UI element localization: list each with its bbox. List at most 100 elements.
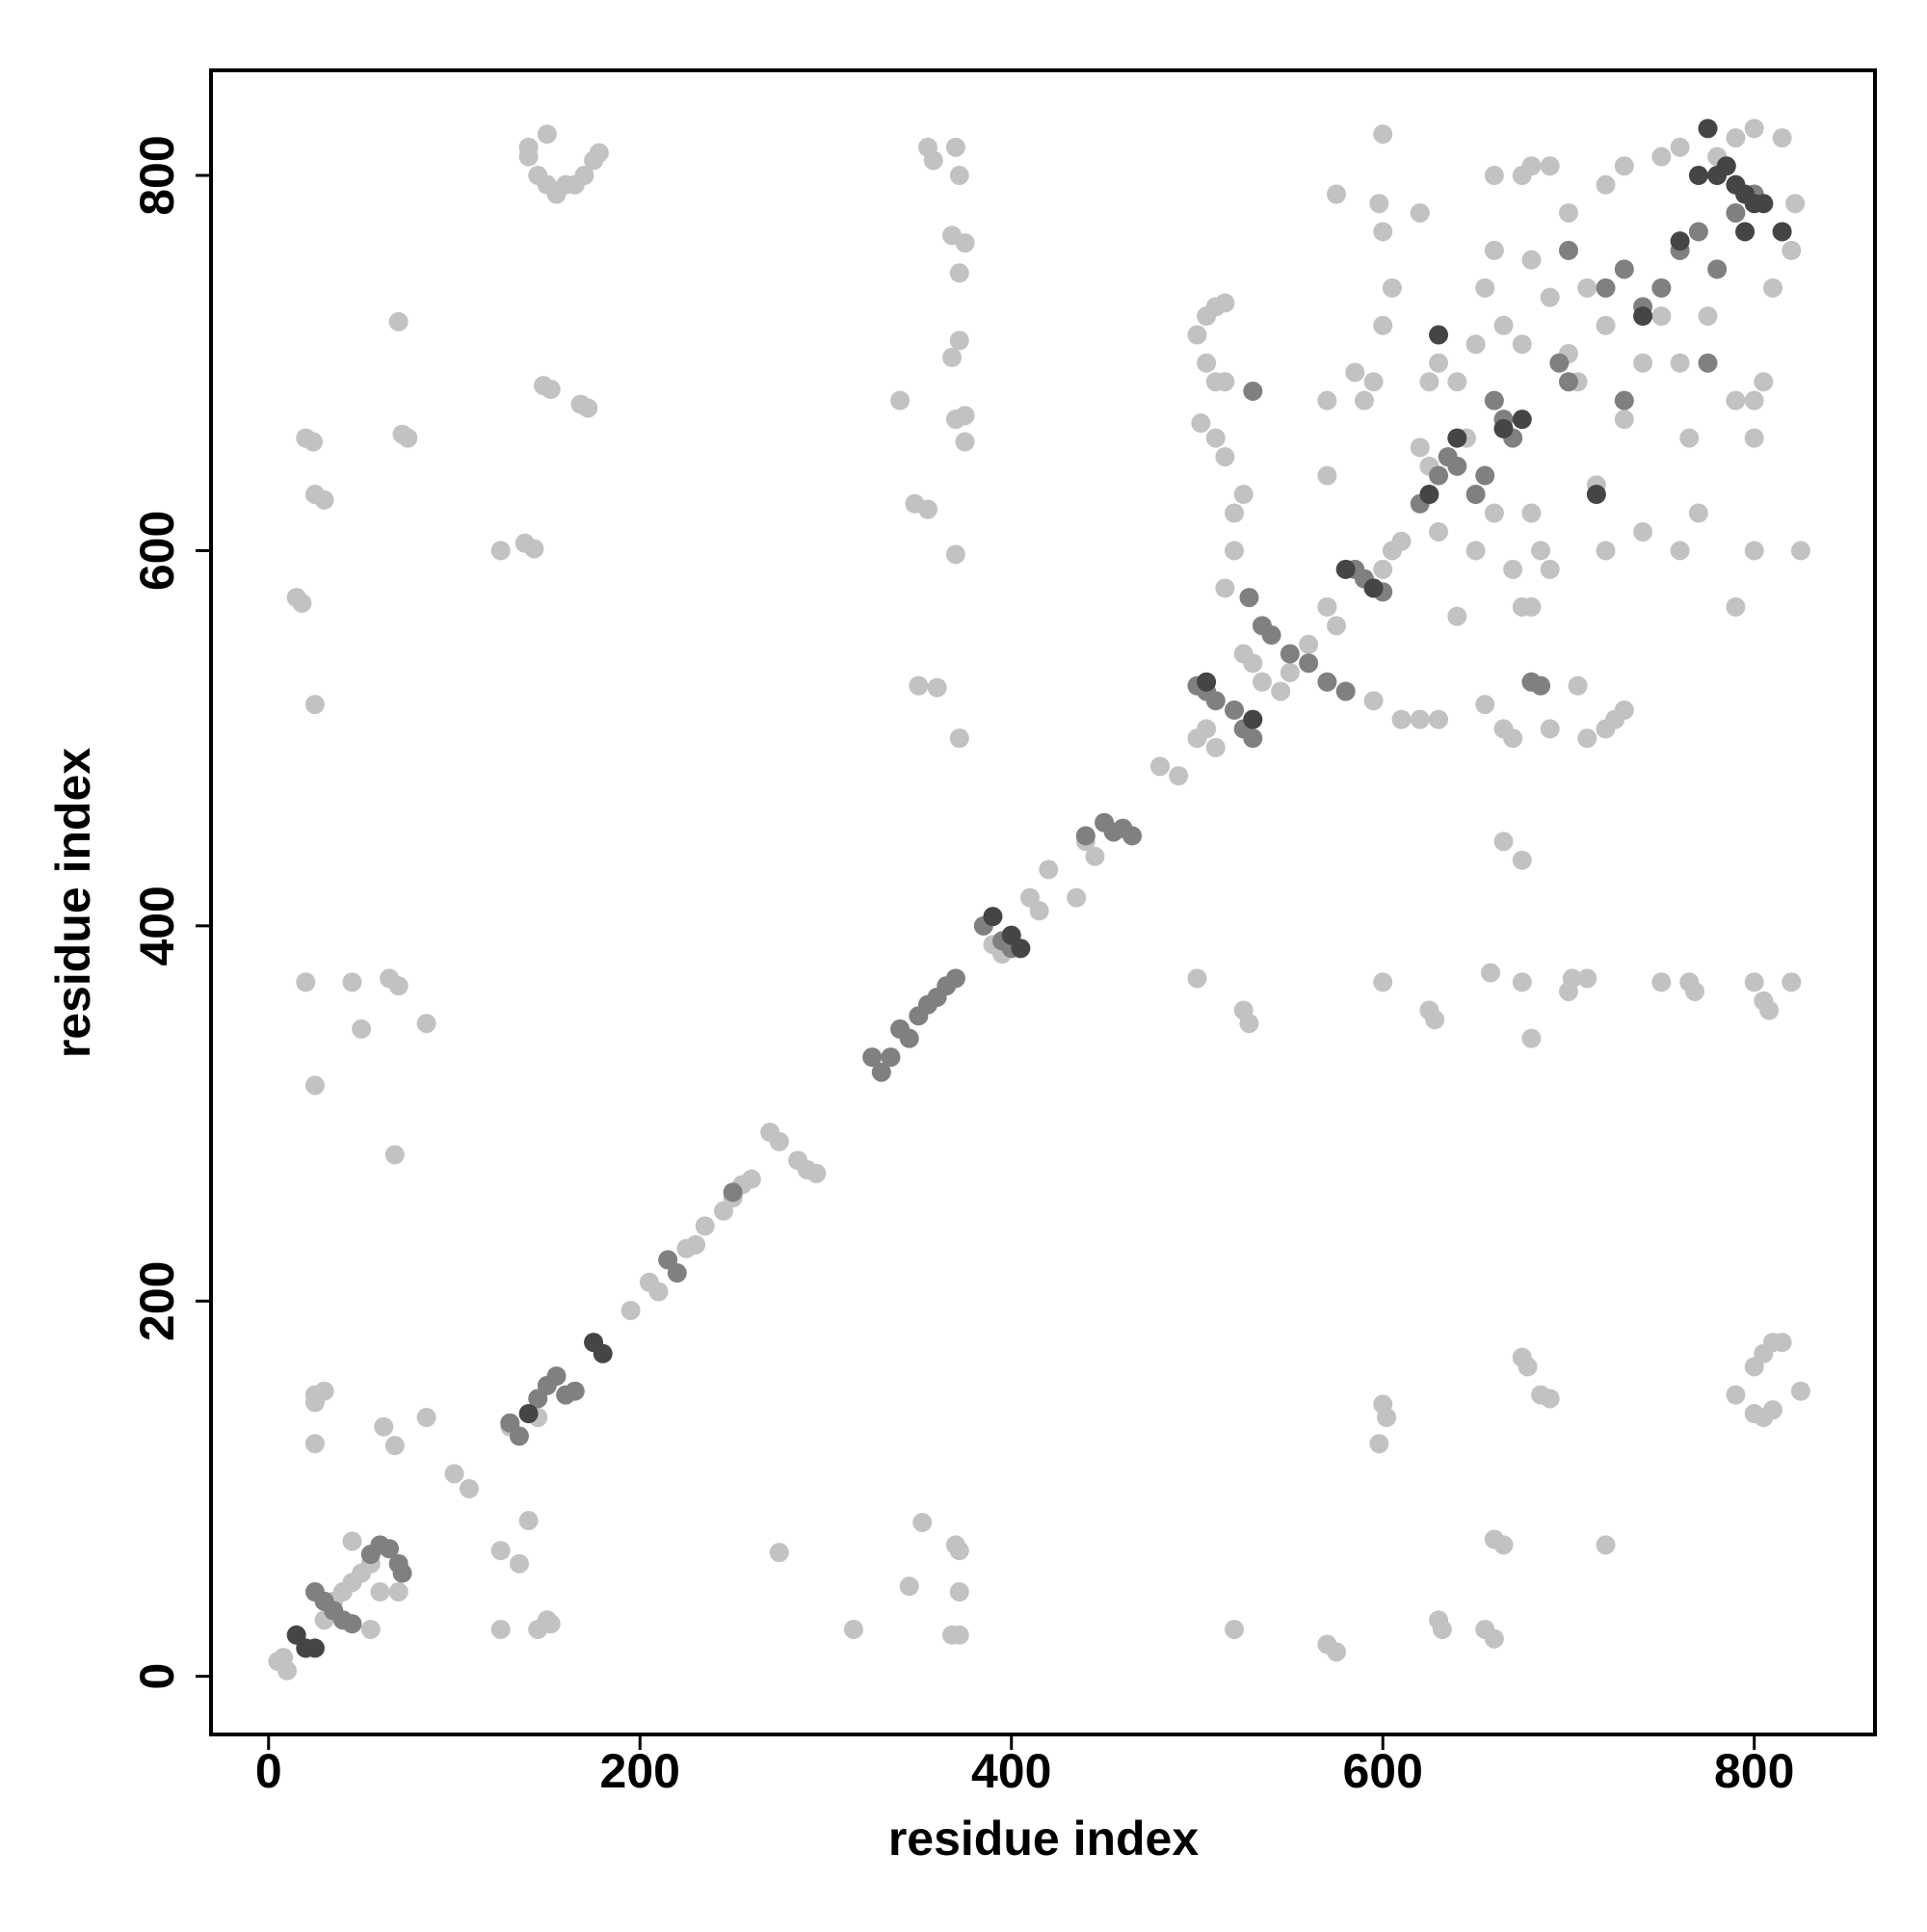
point — [1726, 596, 1746, 617]
point — [1484, 166, 1504, 186]
point — [1540, 1389, 1560, 1409]
point — [1447, 428, 1467, 448]
point — [1744, 428, 1764, 448]
point — [1726, 1385, 1746, 1405]
point — [416, 1014, 436, 1034]
point — [955, 432, 975, 452]
point — [1633, 306, 1653, 327]
point — [1215, 372, 1235, 392]
point — [1614, 700, 1634, 720]
point — [1429, 353, 1449, 373]
point — [524, 539, 544, 559]
point — [1429, 521, 1449, 542]
point — [983, 907, 1003, 927]
point — [1596, 1535, 1616, 1555]
point — [352, 1019, 372, 1039]
point — [1122, 826, 1143, 846]
point — [1521, 596, 1542, 617]
point — [1484, 503, 1504, 523]
point — [1447, 372, 1467, 392]
point — [1225, 541, 1245, 561]
point — [1596, 315, 1616, 335]
point — [1317, 672, 1337, 692]
x-tick-label: 800 — [1714, 1744, 1794, 1798]
point — [949, 728, 969, 749]
point — [1215, 293, 1235, 313]
point — [1744, 390, 1764, 410]
point — [1369, 194, 1389, 214]
point — [1187, 968, 1207, 989]
point — [1475, 278, 1495, 298]
point — [1465, 334, 1486, 355]
point — [1782, 972, 1802, 992]
point — [1735, 222, 1755, 242]
point — [1391, 709, 1412, 729]
point — [912, 1512, 933, 1532]
point — [1518, 1357, 1538, 1377]
point — [589, 143, 609, 163]
point — [1521, 503, 1542, 523]
point — [1651, 972, 1672, 992]
point — [1512, 850, 1532, 870]
point — [1521, 250, 1542, 270]
point — [490, 1619, 511, 1639]
point — [1429, 709, 1449, 729]
point — [1782, 240, 1802, 260]
x-tick-label: 200 — [600, 1744, 680, 1798]
point — [1299, 634, 1319, 654]
point — [723, 1182, 743, 1203]
point — [949, 263, 969, 283]
point — [304, 695, 325, 715]
point — [955, 233, 975, 253]
point — [593, 1343, 613, 1363]
point — [923, 150, 943, 171]
point — [1698, 119, 1718, 139]
point — [1191, 413, 1211, 434]
point — [1169, 766, 1189, 786]
point — [1233, 485, 1254, 505]
point — [1614, 259, 1634, 279]
point — [546, 1366, 567, 1387]
point — [1688, 503, 1708, 523]
point — [949, 331, 969, 351]
point — [342, 972, 362, 992]
point — [1562, 968, 1582, 989]
point — [1205, 737, 1226, 757]
point — [1205, 428, 1226, 448]
point — [1039, 860, 1059, 880]
y-tick-label: 600 — [130, 511, 184, 591]
point — [392, 1563, 412, 1583]
point — [1419, 485, 1439, 505]
point — [1187, 325, 1207, 345]
point — [1754, 372, 1774, 392]
point — [1512, 410, 1532, 430]
point — [509, 1426, 529, 1446]
point — [1726, 202, 1746, 223]
point — [1243, 653, 1263, 674]
point — [942, 347, 963, 367]
point — [1512, 334, 1532, 355]
point — [1432, 1619, 1452, 1639]
point — [1447, 456, 1467, 476]
point — [1670, 541, 1690, 561]
point — [1429, 465, 1449, 486]
point — [1531, 541, 1551, 561]
point — [384, 1145, 405, 1165]
y-tick-label: 200 — [130, 1261, 184, 1341]
x-axis-label: residue index — [888, 1812, 1200, 1866]
point — [374, 1416, 394, 1437]
point — [1790, 1381, 1810, 1401]
point — [1447, 606, 1467, 626]
point — [518, 137, 539, 157]
point — [1493, 832, 1514, 852]
point — [1327, 616, 1347, 636]
point — [388, 311, 409, 331]
point — [769, 1543, 789, 1563]
point — [1075, 826, 1095, 846]
point — [1382, 278, 1402, 298]
point — [509, 1553, 529, 1574]
point — [862, 1047, 883, 1068]
point — [292, 593, 312, 613]
point — [314, 490, 334, 510]
point — [1685, 981, 1705, 1001]
